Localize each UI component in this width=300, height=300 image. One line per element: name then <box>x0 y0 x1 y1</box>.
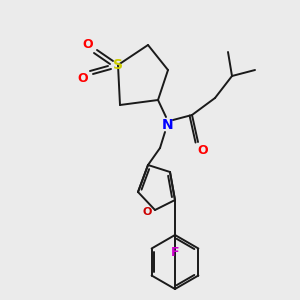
Text: O: O <box>78 71 88 85</box>
Text: F: F <box>171 247 179 260</box>
Text: O: O <box>198 143 208 157</box>
Text: O: O <box>142 207 152 217</box>
Text: N: N <box>162 118 174 132</box>
Text: S: S <box>113 58 123 72</box>
Text: O: O <box>83 38 93 52</box>
